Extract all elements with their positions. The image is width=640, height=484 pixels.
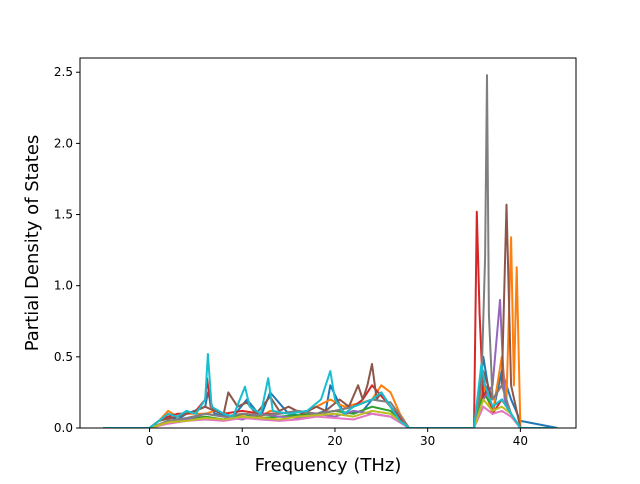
y-tick-label: 2.5 bbox=[54, 65, 73, 79]
y-axis-label: Partial Density of States bbox=[22, 135, 43, 352]
y-tick-label: 1.0 bbox=[54, 279, 73, 293]
y-ticks: 0.0 0.5 1.0 1.5 2.0 2.5 bbox=[54, 65, 80, 435]
x-ticks: 0 10 20 30 40 bbox=[146, 428, 528, 448]
series-layer bbox=[103, 74, 558, 428]
axes-frame bbox=[79, 57, 577, 429]
y-tick-label: 0.5 bbox=[54, 350, 73, 364]
y-tick-label: 2.0 bbox=[54, 136, 73, 150]
x-tick-label: 20 bbox=[327, 434, 342, 448]
x-tick-label: 0 bbox=[146, 434, 154, 448]
series-line-10 bbox=[103, 353, 558, 428]
x-tick-label: 10 bbox=[235, 434, 250, 448]
series-line-9 bbox=[103, 398, 558, 428]
y-tick-label: 1.5 bbox=[54, 208, 73, 222]
y-tick-label: 0.0 bbox=[54, 421, 73, 435]
x-tick-label: 40 bbox=[513, 434, 528, 448]
x-axis-label: Frequency (THz) bbox=[255, 455, 402, 476]
x-tick-label: 30 bbox=[420, 434, 435, 448]
